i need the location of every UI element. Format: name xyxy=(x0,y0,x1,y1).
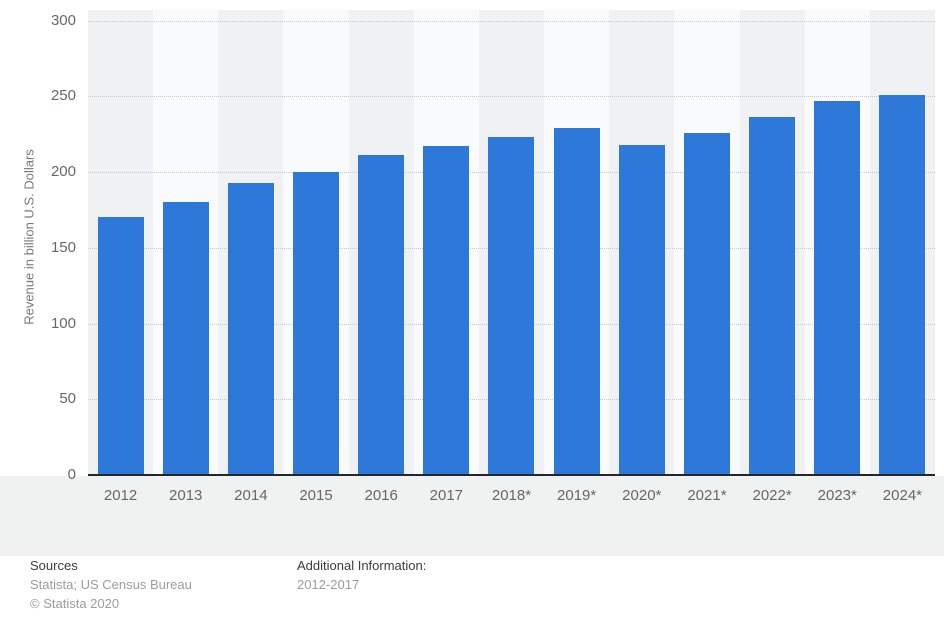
y-tick-200: 200 xyxy=(50,163,76,180)
sources-line: Statista; US Census Bureau xyxy=(30,577,192,592)
sources-heading: Sources xyxy=(30,558,78,573)
bar-2022*[interactable] xyxy=(749,117,796,475)
y-tick-150: 150 xyxy=(50,238,76,256)
x-axis-line xyxy=(88,474,935,476)
plot-column-2017 xyxy=(413,10,479,476)
bar-2017[interactable] xyxy=(423,146,470,475)
bar-2021*[interactable] xyxy=(683,132,730,475)
x-label-2012: 2012 xyxy=(103,487,138,504)
x-label-2021*: 2021* xyxy=(687,487,727,504)
y-tick-300: 300 xyxy=(50,11,76,29)
bar-2020*[interactable] xyxy=(618,144,665,475)
plot-area xyxy=(88,10,935,476)
plot-column-2023* xyxy=(804,10,870,476)
gridline-250 xyxy=(88,96,935,98)
x-label-2017: 2017 xyxy=(429,487,464,504)
plot-column-2021* xyxy=(674,10,740,476)
sources-block: Sources Statista; US Census Bureau © Sta… xyxy=(30,556,192,613)
bar-2019*[interactable] xyxy=(553,128,600,475)
plot-column-2013 xyxy=(153,10,219,476)
bar-2023*[interactable] xyxy=(814,100,861,475)
x-label-2013: 2013 xyxy=(169,487,203,504)
bar-2014[interactable] xyxy=(227,182,274,475)
gridline-300 xyxy=(88,20,935,22)
bar-2015[interactable] xyxy=(293,172,340,475)
x-label-2019*: 2019* xyxy=(557,487,597,504)
plot-column-2018* xyxy=(478,10,545,476)
y-tick-0: 0 xyxy=(67,466,76,483)
copyright-line: © Statista 2020 xyxy=(30,596,120,611)
y-tick-100: 100 xyxy=(50,314,76,332)
additional-info-block: Additional Information: 2012-2017 xyxy=(297,556,426,594)
x-label-2023*: 2023* xyxy=(817,487,857,504)
x-label-2016: 2016 xyxy=(364,487,398,504)
plot-column-2022* xyxy=(739,10,805,476)
x-axis-background-strip xyxy=(0,476,944,556)
plot-column-2014 xyxy=(218,10,284,476)
plot-column-2024* xyxy=(869,10,935,476)
bar-2018*[interactable] xyxy=(488,137,535,475)
bar-2013[interactable] xyxy=(162,202,209,475)
plot-column-2020* xyxy=(609,10,675,476)
plot-column-2015 xyxy=(283,10,349,476)
plot-column-2019* xyxy=(544,10,610,476)
additional-info-heading: Additional Information: xyxy=(297,558,427,573)
x-label-2015: 2015 xyxy=(299,487,333,504)
bar-2024*[interactable] xyxy=(879,94,926,475)
plot-column-2012 xyxy=(88,10,154,476)
bar-2016[interactable] xyxy=(358,155,405,475)
y-tick-250: 250 xyxy=(50,87,76,105)
x-label-2020*: 2020* xyxy=(622,487,662,504)
plot-column-2016 xyxy=(348,10,414,476)
x-label-2022*: 2022* xyxy=(752,487,792,504)
bar-2012[interactable] xyxy=(97,217,144,475)
additional-info-line: 2012-2017 xyxy=(297,577,360,592)
x-label-2024*: 2024* xyxy=(882,487,923,504)
y-tick-50: 50 xyxy=(59,390,76,408)
x-label-2014: 2014 xyxy=(234,487,268,504)
x-label-2018*: 2018* xyxy=(491,487,532,504)
